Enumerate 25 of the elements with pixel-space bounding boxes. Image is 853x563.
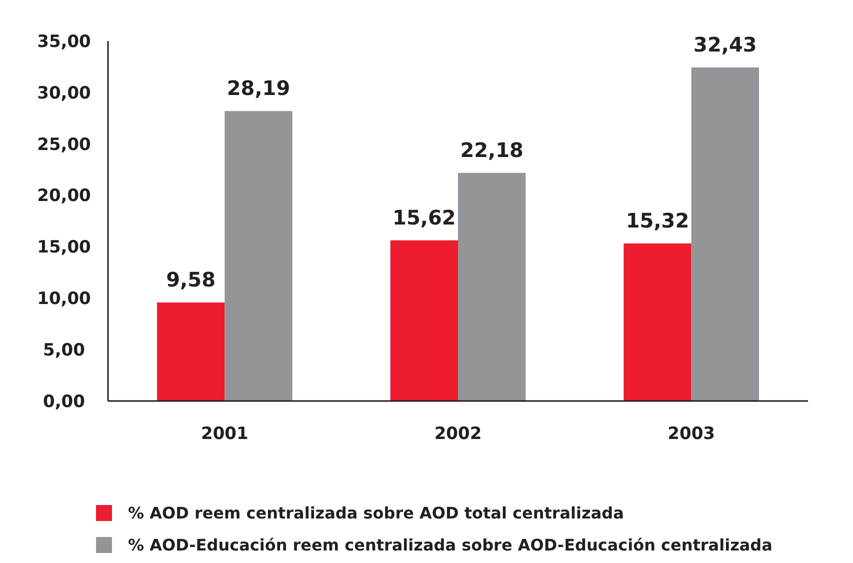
data-label: 22,18 [460, 138, 524, 162]
y-tick-label: 15,00 [37, 238, 92, 258]
y-tick-label: 0,00 [43, 392, 86, 412]
legend-label: % AOD reem centralizada sobre AOD total centralizada [128, 504, 624, 523]
data-label: 28,19 [226, 76, 290, 100]
bar [458, 172, 526, 401]
data-label: 9,58 [166, 267, 216, 292]
data-label: 15,62 [392, 205, 456, 230]
bar [224, 111, 292, 401]
y-tick-label: 25,00 [37, 134, 92, 155]
bar [157, 302, 225, 401]
bar [691, 67, 759, 401]
x-tick-label: 2003 [668, 424, 715, 444]
bar [624, 243, 692, 401]
x-tick-label: 2001 [201, 424, 248, 444]
bar [390, 240, 458, 401]
y-tick-label: 35,00 [37, 32, 92, 52]
data-label: 15,32 [626, 208, 690, 232]
legend-label: % AOD-Educación reem centralizada sobre AOD-Educación centralizada [128, 536, 772, 555]
x-tick-label: 2002 [434, 424, 482, 444]
y-tick-label: 5,00 [43, 340, 86, 361]
y-tick-label: 30,00 [37, 83, 92, 104]
y-tick-label: 20,00 [37, 186, 92, 206]
y-tick-label: 10,00 [37, 289, 92, 310]
data-label: 32,43 [694, 32, 757, 56]
